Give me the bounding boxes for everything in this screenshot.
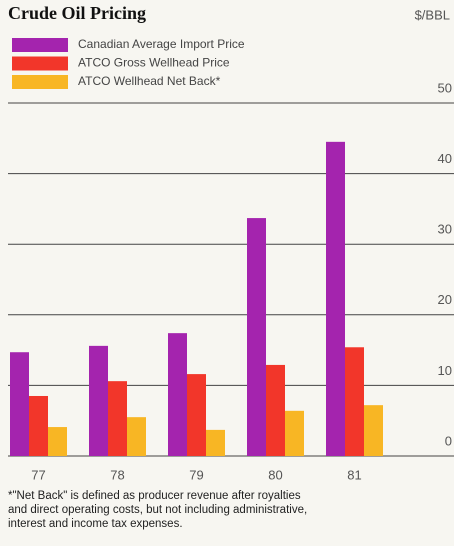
bar	[247, 218, 266, 456]
bar	[206, 429, 225, 456]
y-tick-label: 50	[438, 80, 452, 95]
y-tick-label: 30	[438, 222, 452, 237]
y-tick-label: 20	[438, 292, 452, 307]
legend-swatch	[12, 75, 68, 89]
x-tick-label: 79	[189, 467, 203, 482]
bar	[187, 374, 206, 456]
x-tick-label: 80	[268, 467, 282, 482]
legend-label: ATCO Wellhead Net Back*	[78, 74, 221, 88]
legend-label: ATCO Gross Wellhead Price	[78, 56, 230, 70]
x-tick-label: 81	[347, 467, 361, 482]
bar	[345, 347, 364, 456]
x-tick-label: 78	[110, 467, 124, 482]
legend-label: Canadian Average Import Price	[78, 37, 245, 51]
bar	[10, 352, 29, 456]
bar	[89, 345, 108, 456]
y-axis-label: $/BBL	[415, 7, 450, 22]
footnote: interest and income tax expenses.	[8, 518, 183, 530]
y-tick-label: 10	[438, 363, 452, 378]
footnote: *"Net Back" is defined as producer reven…	[8, 490, 301, 502]
bar	[48, 427, 67, 456]
x-tick-label: 77	[31, 467, 45, 482]
legend-swatch	[12, 56, 68, 71]
bar	[168, 333, 187, 456]
legend-swatch	[12, 38, 68, 52]
y-tick-label: 0	[445, 433, 452, 448]
bar	[266, 364, 285, 456]
bar	[285, 410, 304, 456]
chart-title: Crude Oil Pricing	[8, 3, 146, 23]
bar	[29, 395, 48, 456]
y-tick-label: 40	[438, 151, 452, 166]
bar	[364, 405, 383, 456]
bar	[127, 417, 146, 456]
bar	[326, 141, 345, 456]
bar	[108, 381, 127, 456]
footnote: and direct operating costs, but not incl…	[8, 504, 307, 516]
